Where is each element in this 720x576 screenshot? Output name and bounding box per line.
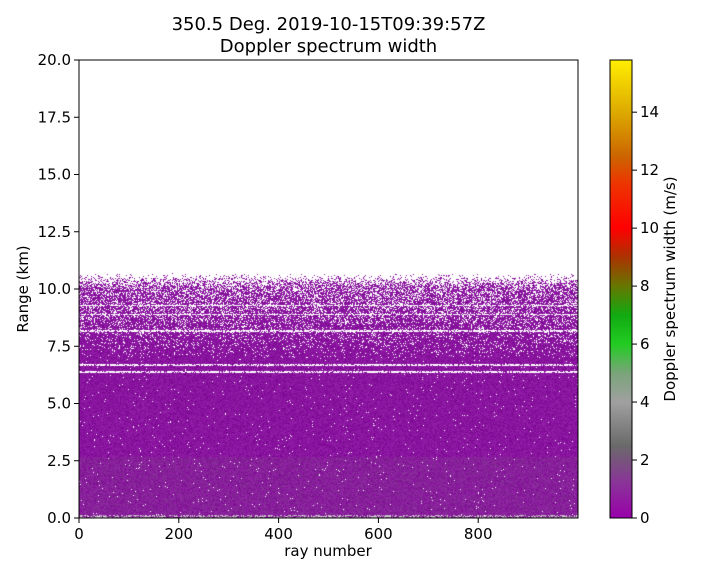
colorbar-tick-label: 0 (640, 509, 650, 527)
y-axis-ticks: 0.0 2.5 5.0 7.5 10.0 12.5 15.0 17.5 20.0 (38, 51, 79, 527)
x-tick-label: 400 (264, 525, 293, 543)
colorbar-tick-label: 2 (640, 451, 650, 469)
heatmap-image (79, 60, 578, 518)
y-tick-label: 12.5 (38, 223, 71, 241)
colorbar-tick-label: 6 (640, 335, 650, 353)
x-tick-label: 0 (74, 525, 84, 543)
chart-title-line1: 350.5 Deg. 2019-10-15T09:39:57Z (171, 14, 486, 35)
y-tick-label: 15.0 (38, 166, 71, 184)
y-tick-label: 7.5 (47, 337, 71, 355)
colorbar-frame (609, 59, 633, 519)
colorbar (610, 60, 632, 518)
y-tick-label: 17.5 (38, 108, 71, 126)
y-tick-label: 10.0 (38, 280, 71, 298)
colorbar-ticks: 0 2 4 6 8 10 12 14 (632, 103, 659, 527)
x-tick-label: 600 (364, 525, 393, 543)
x-tick-label: 200 (164, 525, 193, 543)
chart-title-line2: Doppler spectrum width (219, 36, 438, 57)
colorbar-label: Doppler spectrum width (m/s) (661, 176, 679, 401)
y-tick-label: 2.5 (47, 452, 71, 470)
colorbar-tick-label: 10 (640, 219, 659, 237)
x-axis-label: ray number (284, 542, 372, 560)
y-tick-label: 5.0 (47, 395, 71, 413)
y-tick-label: 0.0 (47, 509, 71, 527)
colorbar-tick-label: 14 (640, 103, 659, 121)
y-axis-label: Range (km) (14, 245, 32, 332)
x-axis-ticks: 0 200 400 600 800 (74, 518, 493, 543)
x-tick-label: 800 (464, 525, 493, 543)
colorbar-tick-label: 4 (640, 393, 650, 411)
y-tick-label: 20.0 (38, 51, 71, 69)
colorbar-tick-label: 8 (640, 277, 650, 295)
colorbar-tick-label: 12 (640, 161, 659, 179)
